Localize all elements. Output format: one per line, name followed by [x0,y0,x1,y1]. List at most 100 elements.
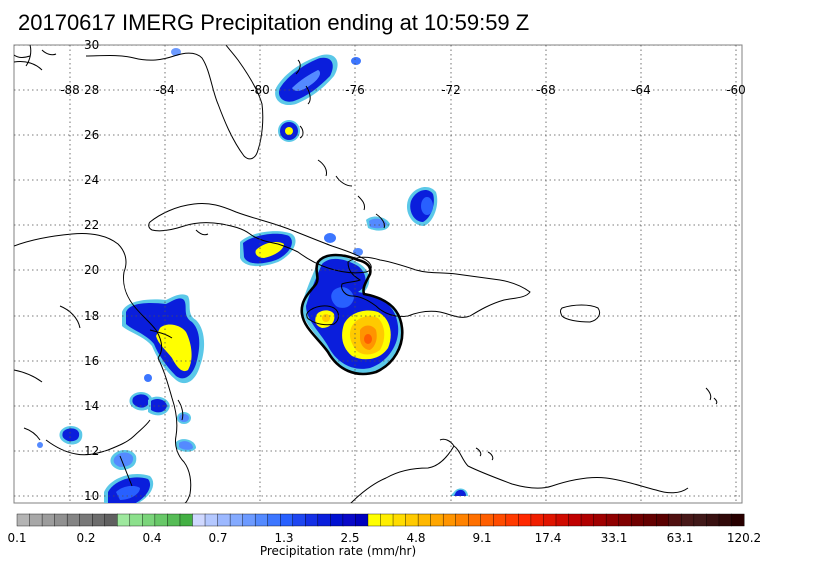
colorbar-swatch [66,513,81,527]
colorbar-label: 1.3 [274,531,293,545]
colorbar-label: 17.4 [535,531,562,545]
lat-tick: 18 [84,309,99,323]
colorbar-swatch [380,513,394,527]
lat-tick: 12 [84,444,99,458]
colorbar-label: 4.8 [406,531,425,545]
colorbar-swatch [417,513,432,527]
colorbar-swatch [54,513,68,527]
florida-coast [14,45,264,160]
colorbar-swatch [79,513,93,527]
colorbar-swatch [29,513,43,527]
south-america-coast [350,438,689,503]
puerto-rico-coast [560,304,601,323]
colorbar-swatch [455,513,469,527]
colorbar-swatch [242,513,256,527]
colorbar-swatch [493,513,507,527]
jamaica-coast [306,305,339,326]
lat-tick-labels: 30 28 26 24 22 20 18 16 14 12 10 [84,38,99,503]
colorbar-swatch [568,513,582,527]
colorbar-swatch [129,513,143,527]
colorbar-swatch [330,513,344,527]
colorbar-swatch [117,513,131,527]
map-title: 20170617 IMERG Precipitation ending at 1… [18,10,530,35]
colorbar-swatch [292,513,306,527]
colorbar-label: 0.4 [142,531,161,545]
colorbar-label: 9.1 [472,531,491,545]
lat-tick: 20 [84,263,99,277]
colorbar-swatch [442,513,457,527]
colorbar-swatch [217,513,231,527]
colorbar-swatch [16,513,31,527]
colorbar-label: 63.1 [667,531,694,545]
colorbar-swatch [104,513,118,527]
colorbar-swatch [92,513,106,527]
colorbar-swatch [605,513,620,527]
colorbar-swatch [179,513,193,527]
lon-tick: -72 [441,83,461,97]
lon-tick: -84 [155,83,175,97]
colorbar-swatch [618,513,632,527]
colorbar-swatch [480,513,494,527]
colorbar-swatch [254,513,269,527]
colorbar-swatch [430,513,444,527]
colorbar-title: Precipitation rate (mm/hr) [260,544,416,558]
lon-tick: -68 [536,83,556,97]
lon-tick: -76 [345,83,365,97]
colorbar-swatch [718,513,732,527]
lat-tick: 10 [84,489,99,503]
colorbar-swatch [706,513,720,527]
colorbar-swatch [41,513,56,527]
colorbar-swatch [280,513,294,527]
colorbar-swatch [630,513,645,527]
colorbar-swatch [656,513,670,527]
colorbar-swatch [518,513,532,527]
colorbar-swatch [154,513,168,527]
colorbar-swatch [192,513,206,527]
lon-tick: -60 [726,83,746,97]
colorbar-swatch [267,513,281,527]
cuba-coast [148,203,372,274]
colorbar-swatch [367,513,382,527]
colorbar-labels: 0.1 0.2 0.4 0.7 1.3 2.5 4.8 9.1 17.4 33.… [7,531,761,545]
colorbar-label: 0.7 [208,531,227,545]
colorbar-swatch [405,513,419,527]
colorbar-swatch [555,513,570,527]
colorbar-label: 0.2 [76,531,95,545]
colorbar-swatch [229,513,244,527]
lon-tick: -80 [250,83,270,97]
colorbar-swatch [305,513,319,527]
colorbar-swatch [317,513,331,527]
lon-tick-labels: -88 -84 -80 -76 -72 -68 -64 -60 [60,83,746,97]
highlight-contour [300,253,404,376]
colorbar-swatch [693,513,707,527]
colorbar-swatch [355,513,369,527]
central-america-coast [14,233,192,503]
colorbar-swatch [167,513,181,527]
colorbar-swatch [142,513,156,527]
colorbar-swatch [468,513,482,527]
colorbar-swatch [505,513,519,527]
colorbar-swatch [668,513,682,527]
colorbar-swatch [731,513,745,527]
colorbar-swatch [580,513,595,527]
colorbar-swatch [392,513,407,527]
lon-tick: -64 [631,83,651,97]
colorbar-swatch [530,513,544,527]
colorbar-swatch [204,513,219,527]
lat-tick: 26 [84,128,99,142]
lat-tick: 16 [84,354,99,368]
colorbar-swatch [643,513,657,527]
colorbar [16,513,745,527]
colorbar-label: 2.5 [340,531,359,545]
lat-tick: 22 [84,218,99,232]
colorbar-swatch [342,513,356,527]
colorbar-swatch [681,513,695,527]
precipitation-cells [37,48,468,503]
lat-tick: 14 [84,399,99,413]
lat-tick: 30 [84,38,99,52]
colorbar-swatch [543,513,557,527]
colorbar-swatch [593,513,607,527]
colorbar-label: 33.1 [601,531,628,545]
lat-tick: 24 [84,173,99,187]
